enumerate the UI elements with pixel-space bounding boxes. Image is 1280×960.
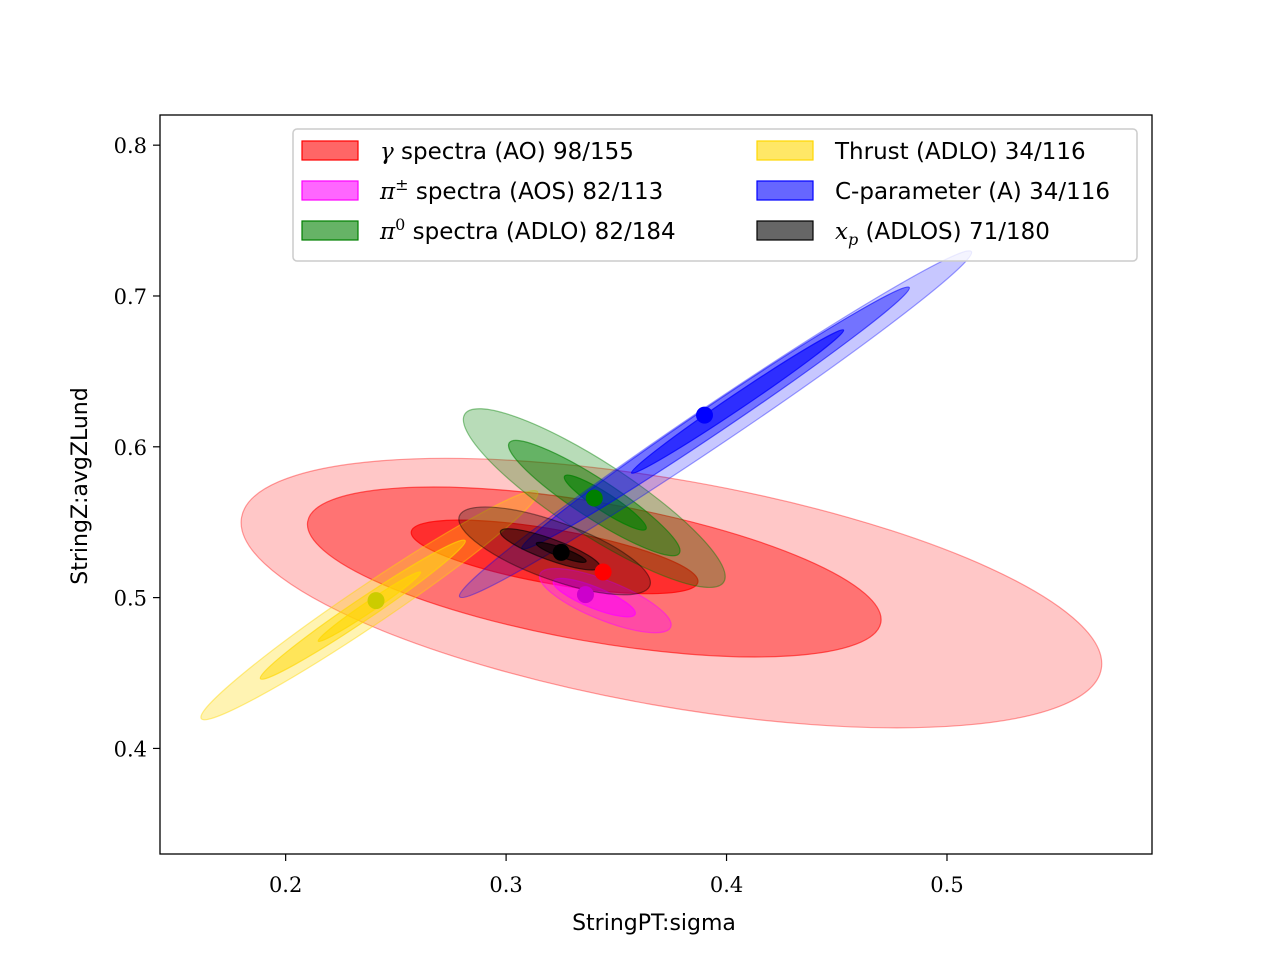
legend-swatch-gamma: [301, 140, 359, 161]
y-axis: 0.4 0.5 0.6 0.7 0.8: [114, 134, 160, 761]
x-tick-label: 0.3: [489, 873, 522, 897]
y-tick-label: 0.7: [114, 285, 147, 309]
best-fit-point-pipm: [576, 586, 594, 604]
best-fit-point-thrust: [367, 592, 385, 610]
legend-label-pi0: π0 spectra (ADLO) 82/184: [379, 215, 676, 245]
x-tick-label: 0.2: [269, 873, 302, 897]
legend-swatch-xp: [756, 220, 814, 241]
x-axis: 0.2 0.3 0.4 0.5: [269, 854, 964, 897]
contour-pipm-2: [552, 577, 636, 618]
best-fit-point-gamma: [594, 563, 612, 581]
legend-label-cparam: C-parameter (A) 34/116: [835, 179, 1110, 205]
y-tick-label: 0.6: [114, 436, 147, 460]
x-axis-label: StringPT:sigma: [572, 911, 736, 936]
y-tick-label: 0.4: [114, 737, 147, 761]
legend-swatch-thrust: [756, 140, 814, 161]
legend-swatch-pi0: [301, 220, 359, 241]
plot-frame: [159, 114, 1153, 855]
x-tick-label: 0.4: [710, 873, 743, 897]
legend-swatch-cparam: [756, 180, 814, 201]
best-fit-point-cparam: [695, 406, 713, 424]
y-tick-label: 0.5: [114, 587, 147, 611]
legend-box: [292, 128, 1138, 262]
legend-swatch-pipm: [301, 180, 359, 201]
legend-label-pipm: π± spectra (AOS) 82/113: [379, 175, 663, 205]
legend-label-thrust: Thrust (ADLO) 34/116: [834, 139, 1086, 165]
y-axis-label: StringZ:avgZLund: [68, 387, 93, 584]
best-fit-point-xp: [552, 543, 570, 561]
y-tick-label: 0.8: [114, 134, 147, 158]
best-fit-points: [367, 406, 713, 610]
legend-label-gamma: γ spectra (AO) 98/155: [380, 139, 634, 165]
contour-cparam-3: [630, 329, 845, 474]
x-tick-label: 0.5: [930, 873, 963, 897]
legend: γ spectra (AO) 98/155 π± spectra (AOS) 82…: [292, 128, 1138, 262]
contour-thrust-3: [317, 571, 422, 643]
legend-label-xp: xp (ADLOS) 71/180: [835, 219, 1050, 249]
contour-pi0-3: [563, 474, 647, 531]
best-fit-point-pi0: [585, 489, 603, 507]
